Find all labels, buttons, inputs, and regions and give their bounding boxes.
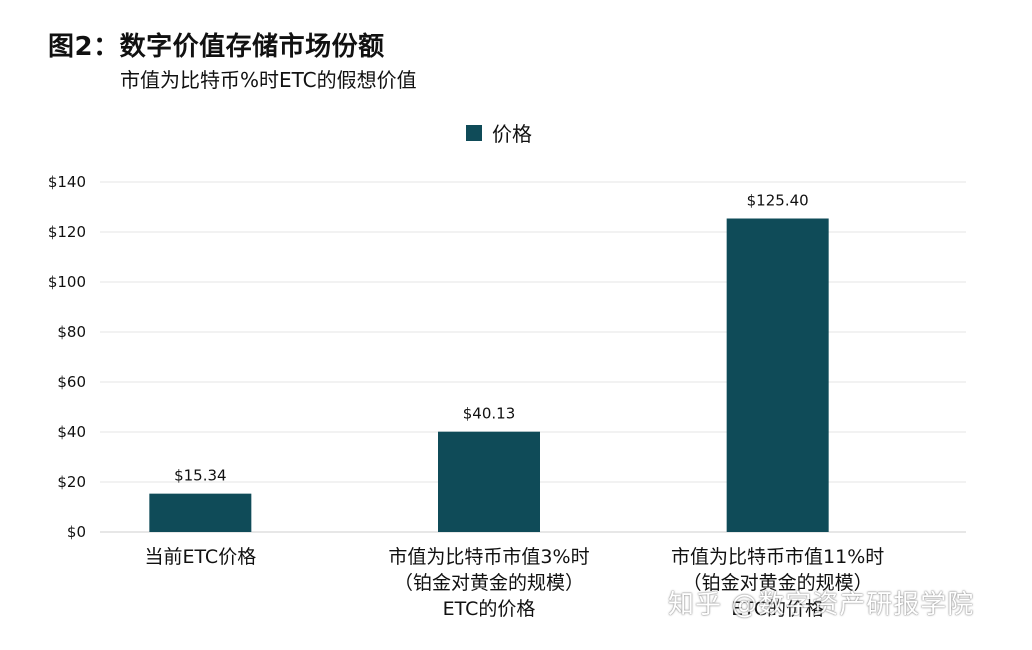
data-label: $40.13 <box>463 405 516 423</box>
legend-swatch <box>466 124 482 141</box>
y-tick-label: $40 <box>57 423 86 441</box>
y-tick-label: $80 <box>57 323 86 341</box>
data-label: $125.40 <box>747 192 809 210</box>
watermark: 知乎 @数字资产研报学院 <box>668 590 975 620</box>
bar <box>726 218 829 532</box>
y-tick-label: $100 <box>48 273 86 291</box>
legend-label: 价格 <box>492 122 532 146</box>
legend: 价格 <box>466 118 532 147</box>
x-category-label: 市值为比特币市值3%时 （铂金对黄金的规模） ETC的价格 <box>388 546 590 620</box>
y-tick-label: $20 <box>57 473 86 491</box>
x-category-label: 当前ETC价格 <box>144 546 257 568</box>
y-tick-label: $140 <box>48 173 86 191</box>
x-category-label: 市值为比特币市值11%时 （铂金对黄金的规模） ETC的价格 <box>671 546 885 620</box>
bar <box>438 431 540 532</box>
chart-subtitle: 市值为比特币%时ETC的假想价值 <box>120 68 417 92</box>
bar <box>149 493 252 532</box>
y-tick-label: $120 <box>48 223 86 241</box>
data-label: $15.34 <box>174 467 227 485</box>
y-tick-label: $60 <box>57 373 86 391</box>
chart-title: 图2：数字价值存储市场份额 <box>48 32 385 62</box>
y-tick-label: $0 <box>67 523 86 541</box>
